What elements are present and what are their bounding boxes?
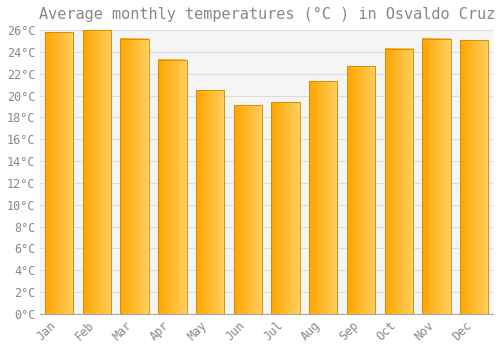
Bar xyxy=(309,82,338,314)
Bar xyxy=(158,60,186,314)
Bar xyxy=(83,30,111,314)
Bar xyxy=(234,105,262,314)
Bar xyxy=(460,40,488,314)
Bar xyxy=(120,39,149,314)
Bar xyxy=(347,66,375,314)
Bar xyxy=(384,49,413,314)
Title: Average monthly temperatures (°C ) in Osvaldo Cruz: Average monthly temperatures (°C ) in Os… xyxy=(38,7,495,22)
Bar xyxy=(272,102,299,314)
Bar xyxy=(196,90,224,314)
Bar xyxy=(45,32,74,314)
Bar xyxy=(422,39,450,314)
